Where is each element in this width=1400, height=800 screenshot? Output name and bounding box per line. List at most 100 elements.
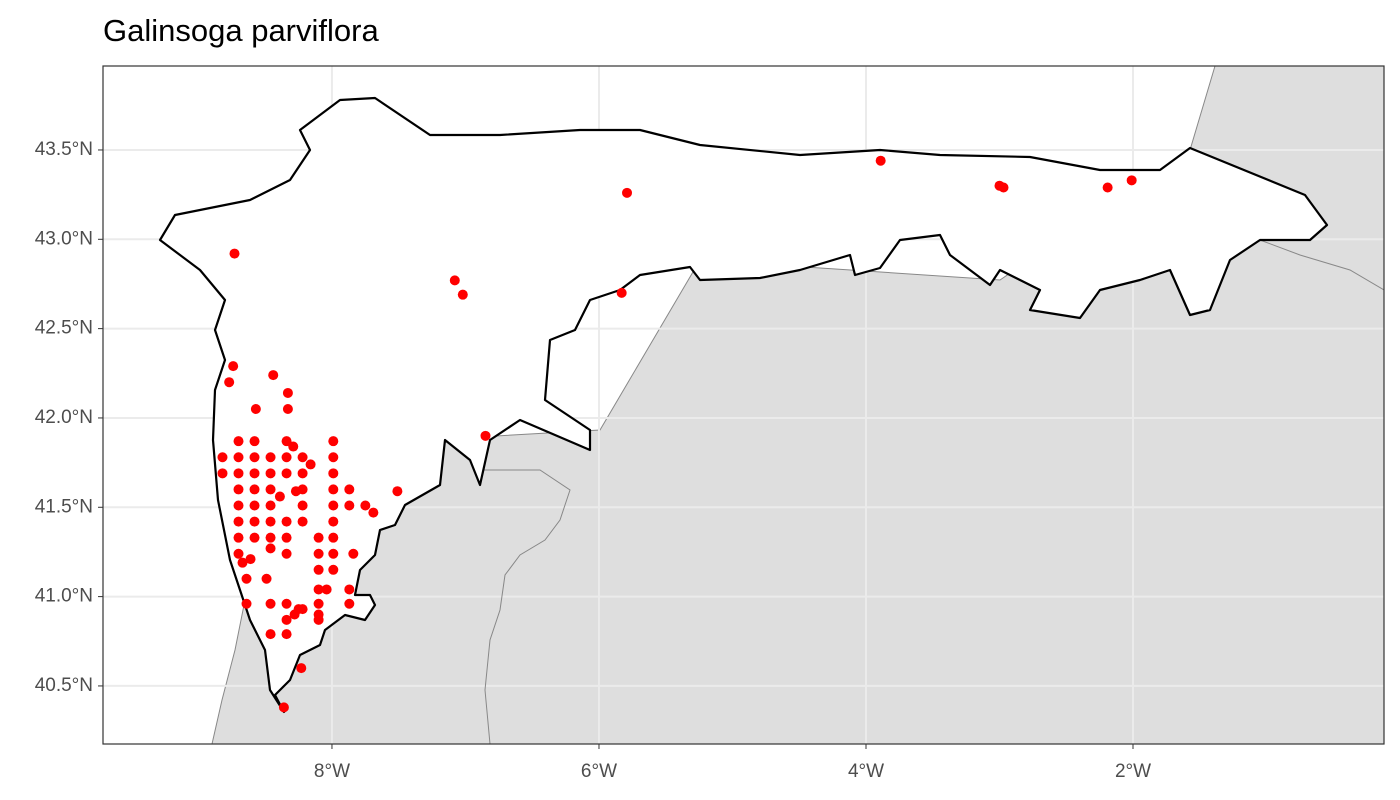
occurrence-point — [321, 584, 332, 595]
occurrence-point — [297, 468, 308, 479]
occurrence-point — [328, 532, 339, 543]
panel-border — [102, 65, 1385, 745]
occurrence-point — [297, 452, 308, 463]
y-tick-label: 42.0°N — [35, 407, 93, 428]
occurrence-point — [249, 484, 260, 495]
occurrence-point — [282, 387, 293, 398]
y-tick-label: 41.0°N — [35, 586, 93, 607]
occurrence-point — [265, 629, 276, 640]
occurrence-point — [265, 484, 276, 495]
occurrence-point — [265, 532, 276, 543]
occurrence-point — [480, 430, 491, 441]
occurrence-point — [1126, 175, 1137, 186]
occurrence-point — [281, 516, 292, 527]
occurrence-point — [265, 516, 276, 527]
occurrence-point — [392, 486, 403, 497]
occurrence-point — [313, 584, 324, 595]
occurrence-point — [281, 436, 292, 447]
occurrence-point — [217, 468, 228, 479]
occurrence-point — [281, 452, 292, 463]
occurrence-point — [249, 436, 260, 447]
occurrence-point — [265, 468, 276, 479]
occurrence-point — [344, 584, 355, 595]
occurrence-point — [217, 452, 228, 463]
occurrence-point — [296, 663, 307, 674]
occurrence-point — [328, 500, 339, 511]
occurrence-point — [313, 532, 324, 543]
occurrence-point — [360, 500, 371, 511]
occurrence-point — [265, 543, 276, 554]
occurrence-point — [282, 404, 293, 415]
x-tick-label: 6°W — [581, 761, 617, 782]
occurrence-point — [344, 598, 355, 609]
occurrence-point — [616, 287, 627, 298]
occurrence-point — [278, 702, 289, 713]
occurrence-point — [233, 484, 244, 495]
occurrence-point — [313, 598, 324, 609]
occurrence-point — [233, 500, 244, 511]
occurrence-point — [297, 516, 308, 527]
occurrence-point — [288, 441, 299, 452]
occurrence-point — [249, 516, 260, 527]
y-tick-label: 41.5°N — [35, 496, 93, 517]
occurrence-point — [1102, 182, 1113, 193]
occurrence-point — [233, 452, 244, 463]
x-tick-label: 2°W — [1115, 761, 1151, 782]
occurrence-point — [241, 598, 252, 609]
occurrence-point — [328, 516, 339, 527]
occurrence-point — [281, 548, 292, 559]
occurrence-point — [245, 554, 256, 565]
occurrence-point — [875, 155, 886, 166]
occurrence-point — [233, 516, 244, 527]
x-tick-label: 8°W — [314, 761, 350, 782]
occurrence-point — [348, 548, 359, 559]
occurrence-point — [281, 629, 292, 640]
y-tick-label: 43.5°N — [35, 139, 93, 160]
occurrence-point — [265, 598, 276, 609]
occurrence-point — [297, 500, 308, 511]
occurrence-point — [313, 548, 324, 559]
occurrence-point — [622, 187, 633, 198]
occurrence-point — [249, 500, 260, 511]
occurrence-point — [344, 484, 355, 495]
occurrence-point — [281, 468, 292, 479]
occurrence-point — [241, 573, 252, 584]
occurrence-point — [297, 484, 308, 495]
occurrence-point — [328, 468, 339, 479]
occurrence-point — [998, 182, 1009, 193]
occurrence-point — [224, 377, 235, 388]
occurrence-point — [305, 459, 316, 470]
y-tick-label: 43.0°N — [35, 228, 93, 249]
occurrence-point — [233, 468, 244, 479]
y-tick-label: 42.5°N — [35, 318, 93, 339]
occurrence-point — [228, 361, 239, 372]
occurrence-point — [457, 289, 468, 300]
occurrence-point — [229, 248, 240, 259]
occurrence-point — [313, 564, 324, 575]
occurrence-point — [237, 557, 248, 568]
occurrence-point — [233, 532, 244, 543]
occurrence-point — [344, 500, 355, 511]
occurrence-point — [449, 275, 460, 286]
occurrence-point — [250, 404, 261, 415]
occurrence-point — [328, 452, 339, 463]
occurrence-point — [368, 507, 379, 518]
occurrence-point — [328, 436, 339, 447]
occurrence-point — [281, 598, 292, 609]
occurrence-point — [281, 532, 292, 543]
x-tick-label: 4°W — [848, 761, 884, 782]
occurrence-point — [328, 484, 339, 495]
map-panel — [103, 66, 1384, 744]
occurrence-point — [261, 573, 272, 584]
occurrence-point — [281, 614, 292, 625]
occurrence-point — [313, 614, 324, 625]
occurrence-point — [249, 532, 260, 543]
occurrence-point — [328, 548, 339, 559]
border-line — [439, 429, 571, 744]
occurrence-point — [233, 548, 244, 559]
chart-title: Galinsoga parviflora — [103, 13, 379, 48]
occurrence-point — [268, 370, 279, 381]
occurrence-point — [249, 468, 260, 479]
occurrence-point — [297, 604, 308, 615]
